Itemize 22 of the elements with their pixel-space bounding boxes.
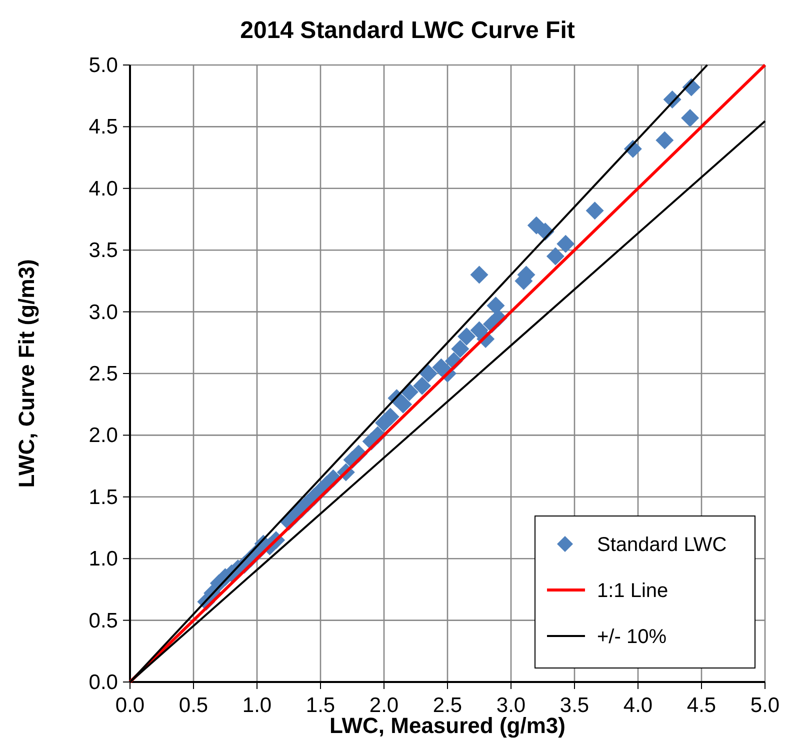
y-tick-label: 1.0 xyxy=(88,548,118,571)
y-tick-label: 3.0 xyxy=(88,300,118,324)
x-tick-label: 0.0 xyxy=(115,694,145,717)
y-tick-label: 0.0 xyxy=(88,671,118,694)
y-tick-label: 2.5 xyxy=(88,362,118,386)
x-tick-label: 4.0 xyxy=(623,694,653,717)
y-tick-label: 4.5 xyxy=(88,116,118,139)
y-tick-label: 2.0 xyxy=(88,424,118,448)
y-tick-label: 3.5 xyxy=(88,239,118,262)
x-tick-label: 5.0 xyxy=(750,694,780,717)
y-tick-label: 1.5 xyxy=(88,486,118,509)
x-tick-label: 4.5 xyxy=(686,694,716,717)
y-axis-title: LWC, Curve Fit (g/m3) xyxy=(14,259,39,488)
y-tick-label: 4.0 xyxy=(88,177,118,200)
y-tick-label: 5.0 xyxy=(88,54,118,77)
legend-label: +/- 10% xyxy=(597,626,667,648)
x-tick-label: 1.0 xyxy=(242,694,272,717)
chart-title: 2014 Standard LWC Curve Fit xyxy=(240,17,575,44)
x-tick-label: 0.5 xyxy=(178,694,208,717)
legend-label: Standard LWC xyxy=(597,534,727,556)
y-tick-label: 0.5 xyxy=(88,609,118,632)
legend-label: 1:1 Line xyxy=(597,580,668,602)
